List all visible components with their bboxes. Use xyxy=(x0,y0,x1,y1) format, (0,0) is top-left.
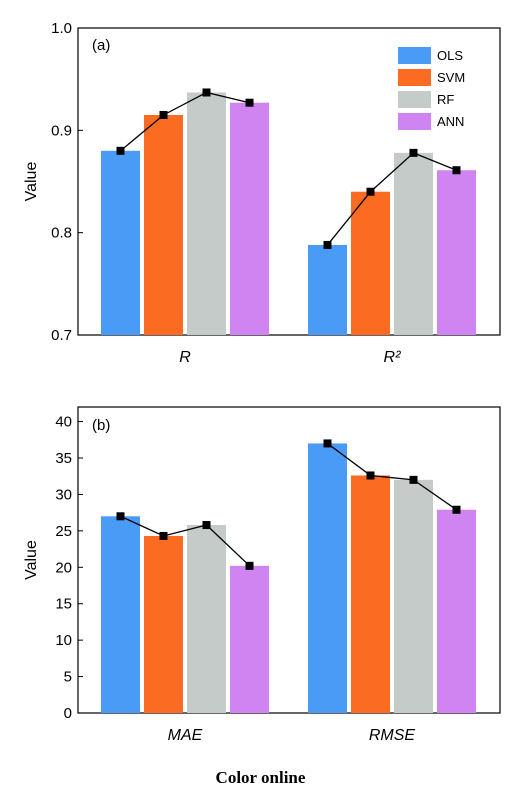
legend: OLS SVM RF ANN xyxy=(398,47,465,130)
bar-ann-1 xyxy=(230,565,269,713)
legend-label-ann: ANN xyxy=(437,114,464,129)
trend-marker xyxy=(202,521,211,530)
trend-marker xyxy=(116,146,125,155)
x-category-label: R xyxy=(179,349,191,366)
bar-rf-2 xyxy=(394,152,433,335)
trend-marker xyxy=(409,148,418,157)
trend-marker xyxy=(366,187,375,196)
panel-tag: (a) xyxy=(92,37,110,54)
x-category-label: MAE xyxy=(168,727,203,744)
bar-svm-1 xyxy=(144,535,183,713)
bar-ann-2 xyxy=(437,509,476,713)
panel-tag: (b) xyxy=(92,417,110,434)
trend-marker xyxy=(116,512,125,521)
trend-marker xyxy=(452,166,461,175)
bar-ann-2 xyxy=(437,170,476,335)
trend-marker xyxy=(323,439,332,448)
bar-rf-1 xyxy=(187,92,226,335)
legend-label-svm: SVM xyxy=(437,70,465,85)
y-tick-label: 5 xyxy=(64,669,72,686)
bar-ols-2 xyxy=(308,244,347,335)
bar-ols-2 xyxy=(308,443,347,713)
x-category-label: R² xyxy=(384,349,402,366)
trend-marker xyxy=(245,98,254,107)
y-tick-label: 15 xyxy=(55,596,72,613)
bar-rf-1 xyxy=(187,525,226,713)
y-tick-label: 0.7 xyxy=(51,327,72,344)
legend-label-ols: OLS xyxy=(437,48,463,63)
legend-swatch-ann xyxy=(398,113,431,130)
y-tick-label: 35 xyxy=(55,450,72,467)
trend-marker xyxy=(159,531,168,540)
chart-panel-b: 0 5 10 15 20 25 30 35 40 Value (b) MAE RMSE xyxy=(23,406,501,744)
trend-line xyxy=(120,91,250,152)
bar-svm-1 xyxy=(144,114,183,335)
trend-marker xyxy=(323,240,332,249)
trend-line xyxy=(327,442,457,511)
bar-ols-1 xyxy=(101,150,140,335)
trend-marker xyxy=(366,471,375,480)
y-axis-label: Value xyxy=(23,540,40,580)
y-tick-label: 20 xyxy=(55,559,72,576)
x-category-label: RMSE xyxy=(369,727,416,744)
trend-line xyxy=(326,152,457,246)
legend-swatch-svm xyxy=(398,69,431,86)
y-tick-label: 0.9 xyxy=(51,122,72,139)
y-tick-label: 10 xyxy=(55,632,72,649)
y-tick-label: 1.0 xyxy=(51,20,72,37)
y-tick-label: 30 xyxy=(55,486,72,503)
y-tick-label: 25 xyxy=(55,523,72,540)
trend-marker xyxy=(245,561,254,570)
bar-rf-2 xyxy=(394,479,433,713)
bar-svm-2 xyxy=(351,475,390,713)
bar-ann-1 xyxy=(230,102,269,335)
legend-label-rf: RF xyxy=(437,92,454,107)
trend-marker xyxy=(202,88,211,97)
y-tick-label: 0 xyxy=(64,705,72,722)
y-tick-label: 40 xyxy=(55,414,72,431)
trend-marker xyxy=(452,505,461,514)
chart-panel-a: 0.7 0.8 0.9 1.0 Value (a) R R² OLS SVM RF ANN xyxy=(23,20,501,366)
plot-frame xyxy=(77,27,501,336)
legend-swatch-ols xyxy=(398,47,431,64)
y-axis-label: Value xyxy=(23,162,40,202)
trend-marker xyxy=(159,110,168,119)
trend-line xyxy=(120,515,250,567)
bar-svm-2 xyxy=(351,191,390,335)
plot-frame xyxy=(77,406,501,714)
trend-marker xyxy=(409,475,418,484)
y-tick-label: 0.8 xyxy=(51,225,72,242)
bar-ols-1 xyxy=(101,516,140,713)
legend-swatch-rf xyxy=(398,91,431,108)
figure-caption: Color online xyxy=(215,768,306,787)
